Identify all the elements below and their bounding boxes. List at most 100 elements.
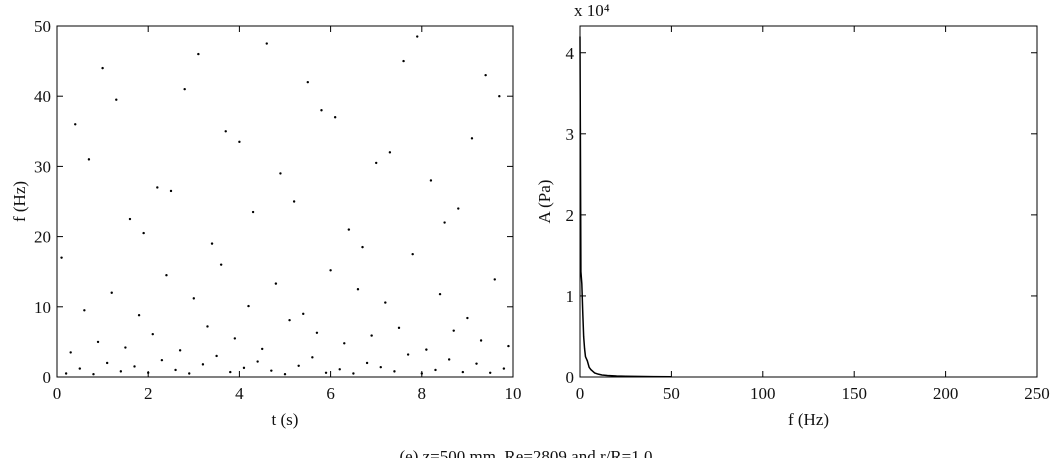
point	[365, 361, 369, 365]
point	[142, 231, 145, 235]
y-tick-label: 30	[34, 157, 51, 176]
y-axis-label: f (Hz)	[10, 181, 29, 222]
point	[429, 179, 433, 182]
point	[297, 364, 300, 367]
y-tick-label: 40	[34, 87, 51, 106]
point	[270, 369, 273, 372]
point	[379, 365, 382, 369]
x-tick-label: 4	[235, 384, 244, 403]
point	[397, 326, 401, 330]
y-tick-label: 0	[566, 368, 575, 387]
point	[178, 349, 182, 352]
point	[375, 161, 378, 165]
point	[302, 312, 305, 316]
point	[215, 354, 218, 358]
point	[438, 292, 442, 296]
point	[489, 371, 492, 374]
point	[324, 371, 328, 374]
y-tick-label: 3	[566, 125, 575, 144]
y-tick-label: 4	[566, 44, 575, 63]
point	[133, 365, 136, 368]
point	[356, 288, 360, 291]
point	[238, 140, 241, 144]
point	[251, 210, 255, 214]
y-tick-label: 10	[34, 298, 51, 317]
point	[493, 278, 496, 281]
point	[479, 339, 483, 342]
point	[160, 358, 164, 362]
point	[425, 348, 428, 351]
x-axis-label: t (s)	[272, 410, 299, 429]
point	[315, 331, 319, 334]
point	[484, 73, 487, 77]
y-tick-label: 20	[34, 228, 51, 247]
point	[406, 353, 410, 356]
point	[124, 346, 127, 349]
x-tick-label: 8	[418, 384, 427, 403]
point	[174, 368, 177, 372]
point	[242, 366, 246, 370]
point	[347, 228, 351, 231]
point	[151, 332, 154, 336]
x-tick-label: 10	[505, 384, 522, 403]
point	[320, 109, 323, 112]
point	[233, 337, 237, 340]
point	[210, 242, 214, 245]
y-tick-label: 50	[34, 17, 51, 36]
point	[416, 35, 419, 38]
point	[288, 318, 291, 322]
point	[470, 137, 474, 140]
point	[265, 42, 268, 45]
point	[498, 95, 501, 98]
y-tick-label: 2	[566, 206, 575, 225]
point	[147, 371, 150, 374]
point	[137, 314, 141, 317]
x-tick-label: 150	[841, 384, 867, 403]
point	[128, 217, 132, 221]
point	[507, 344, 510, 348]
point	[192, 297, 195, 300]
point	[188, 372, 191, 375]
x-axis-label: f (Hz)	[788, 410, 829, 429]
point	[338, 368, 341, 371]
point	[115, 98, 118, 101]
point	[274, 282, 278, 285]
point	[101, 66, 104, 70]
point	[361, 245, 364, 249]
point	[384, 301, 387, 304]
point	[333, 116, 337, 119]
point	[219, 263, 223, 266]
point	[197, 52, 200, 56]
point	[69, 351, 72, 354]
axis-multiplier: x 10⁴	[574, 1, 610, 20]
point	[279, 172, 282, 175]
caption: (e) z=500 mm, Re=2809 and r/R=1.0	[399, 447, 652, 458]
point	[169, 189, 173, 193]
point	[388, 151, 392, 154]
point	[343, 342, 346, 345]
x-tick-label: 50	[663, 384, 680, 403]
point	[224, 130, 227, 133]
point	[352, 372, 355, 375]
point	[64, 372, 68, 375]
point	[452, 329, 455, 332]
y-tick-label: 0	[43, 368, 52, 387]
point	[283, 372, 287, 376]
point	[165, 274, 168, 277]
point	[411, 252, 414, 256]
x-tick-label: 0	[576, 384, 585, 403]
point	[311, 356, 314, 359]
point	[329, 269, 332, 272]
point	[434, 368, 437, 372]
plot-frame	[579, 25, 1038, 378]
point	[247, 304, 250, 308]
point	[502, 367, 506, 370]
point	[74, 123, 77, 126]
x-tick-label: 0	[53, 384, 62, 403]
point	[60, 256, 63, 259]
y-axis-label: A (Pa)	[535, 180, 554, 224]
point	[461, 370, 465, 374]
point	[370, 334, 373, 337]
point	[393, 370, 396, 373]
